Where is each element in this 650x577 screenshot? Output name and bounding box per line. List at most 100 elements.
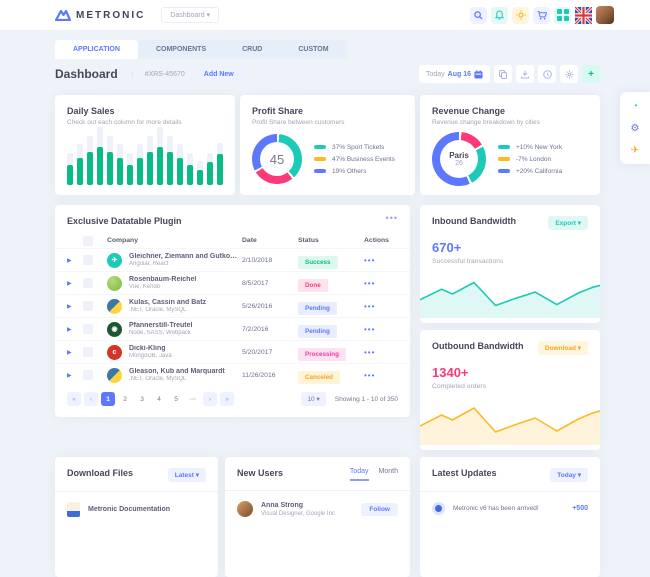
revenue-change-subtitle: Revenue change breakdown by cities bbox=[432, 119, 541, 126]
company-cell: ◉ Pfannerstill-Treutel Node, SASS, Webpack bbox=[107, 321, 238, 337]
bar[interactable] bbox=[87, 135, 93, 185]
row-checkbox[interactable] bbox=[83, 255, 93, 265]
copy-icon[interactable] bbox=[494, 65, 512, 83]
page-button-2[interactable]: 2 bbox=[118, 392, 132, 406]
row-actions-dots-icon[interactable]: ••• bbox=[364, 301, 376, 311]
clock-icon[interactable] bbox=[538, 65, 556, 83]
bar[interactable] bbox=[187, 153, 193, 185]
bar[interactable] bbox=[137, 144, 143, 185]
search-icon[interactable] bbox=[470, 6, 487, 24]
add-button[interactable]: + bbox=[582, 65, 600, 83]
tab-month[interactable]: Month bbox=[378, 468, 398, 475]
builder-gear-icon[interactable]: ⚙ bbox=[626, 119, 644, 137]
legend-item: 37% Sport Tickets bbox=[314, 144, 395, 151]
profit-share-donut-chart[interactable]: 45 bbox=[252, 134, 302, 184]
row-expand-icon[interactable]: ▶ bbox=[67, 257, 72, 264]
bar[interactable] bbox=[127, 153, 133, 185]
legend-item: +10% New York bbox=[498, 144, 562, 151]
send-plane-icon[interactable]: ✈ bbox=[626, 141, 644, 159]
page-button-«[interactable]: « bbox=[67, 392, 81, 406]
bar[interactable] bbox=[167, 135, 173, 185]
user-role: Visual Designer, Google Inc bbox=[261, 510, 335, 517]
user-avatar[interactable] bbox=[596, 6, 614, 24]
row-expand-icon[interactable]: ▶ bbox=[67, 303, 72, 310]
card-menu-dots-icon[interactable]: ••• bbox=[385, 213, 398, 223]
select-all-checkbox[interactable] bbox=[83, 235, 93, 246]
bar[interactable] bbox=[97, 127, 103, 185]
tab-application[interactable]: APPLICATION bbox=[55, 40, 138, 59]
bar[interactable] bbox=[117, 144, 123, 185]
row-expand-icon[interactable]: ▶ bbox=[67, 280, 72, 287]
legend-item: 19% Others bbox=[314, 168, 395, 175]
page-button-»[interactable]: » bbox=[220, 392, 234, 406]
tab-crud[interactable]: CRUD bbox=[224, 40, 281, 59]
language-flag-uk-icon[interactable] bbox=[575, 6, 592, 24]
table-row: ▶ Kulas, Cassin and Batz .NET, Oracle, MyS… bbox=[55, 294, 410, 317]
nav-dashboard-dropdown[interactable]: Dashboard ▾ bbox=[161, 7, 220, 23]
page-button-1[interactable]: 1 bbox=[101, 392, 115, 406]
bell-icon[interactable] bbox=[491, 6, 508, 24]
page-button-3[interactable]: 3 bbox=[135, 392, 149, 406]
bar[interactable] bbox=[177, 144, 183, 185]
cart-icon[interactable] bbox=[533, 6, 550, 24]
today-filter-button[interactable]: Today ▾ bbox=[550, 468, 588, 482]
company-logo-icon bbox=[107, 298, 122, 314]
page-button-5[interactable]: 5 bbox=[169, 392, 183, 406]
user-item-avatar bbox=[237, 501, 253, 517]
row-checkbox[interactable] bbox=[83, 301, 93, 311]
row-actions-dots-icon[interactable]: ••• bbox=[364, 324, 376, 334]
sun-icon[interactable] bbox=[512, 6, 529, 24]
status-badge: Canceled bbox=[298, 371, 340, 384]
page-button-›[interactable]: › bbox=[203, 392, 217, 406]
grid-icon[interactable] bbox=[554, 6, 571, 24]
legend-marker bbox=[498, 145, 510, 149]
legend-marker bbox=[314, 157, 326, 161]
file-list-item[interactable]: Metronic Documentation bbox=[55, 492, 218, 517]
download-button[interactable]: Download ▾ bbox=[537, 341, 588, 355]
tab-components[interactable]: COMPONENTS bbox=[137, 40, 225, 59]
page-button-‹[interactable]: ‹ bbox=[84, 392, 98, 406]
bar[interactable] bbox=[217, 143, 223, 185]
row-checkbox[interactable] bbox=[83, 324, 93, 334]
profit-share-title: Profit Share bbox=[252, 106, 304, 116]
datatable-title: Exclusive Datatable Plugin bbox=[67, 216, 182, 226]
row-actions-dots-icon[interactable]: ••• bbox=[364, 255, 376, 265]
brand-logo[interactable]: METRONIC bbox=[55, 9, 145, 21]
row-checkbox[interactable] bbox=[83, 278, 93, 288]
bar[interactable] bbox=[207, 153, 213, 185]
page-button-⋯[interactable]: ⋯ bbox=[186, 392, 200, 406]
layout-settings-icon[interactable]: ◔ bbox=[626, 97, 644, 115]
bar[interactable] bbox=[147, 135, 153, 185]
tab-today[interactable]: Today bbox=[349, 468, 369, 481]
inbound-area-chart[interactable] bbox=[420, 270, 600, 323]
row-expand-icon[interactable]: ▶ bbox=[67, 326, 72, 333]
row-actions-dots-icon[interactable]: ••• bbox=[364, 370, 376, 380]
row-checkbox[interactable] bbox=[83, 370, 93, 380]
row-expand-icon[interactable]: ▶ bbox=[67, 372, 72, 379]
download-icon[interactable] bbox=[516, 65, 534, 83]
outbound-area-chart[interactable] bbox=[420, 395, 600, 450]
add-new-button[interactable]: Add New bbox=[194, 66, 243, 82]
row-actions-dots-icon[interactable]: ••• bbox=[364, 347, 376, 357]
daily-sales-bar-chart[interactable] bbox=[67, 127, 223, 185]
follow-button[interactable]: Follow bbox=[361, 502, 398, 516]
bar[interactable] bbox=[77, 144, 83, 185]
page-button-4[interactable]: 4 bbox=[152, 392, 166, 406]
outbound-subtitle: Completed orders bbox=[432, 383, 487, 390]
company-tech: Node, SASS, Webpack bbox=[129, 330, 191, 336]
bar[interactable] bbox=[107, 135, 113, 185]
revenue-change-donut-chart[interactable]: Paris 26 bbox=[432, 132, 486, 186]
gear-icon[interactable] bbox=[560, 65, 578, 83]
date-picker-button[interactable]: Today Aug 16 bbox=[418, 65, 490, 83]
bar[interactable] bbox=[157, 127, 163, 185]
latest-filter-button[interactable]: Latest ▾ bbox=[167, 468, 206, 482]
table-header: Company Date Status Actions bbox=[55, 233, 410, 248]
row-actions-dots-icon[interactable]: ••• bbox=[364, 278, 376, 288]
bar[interactable] bbox=[197, 160, 203, 185]
tab-custom[interactable]: CUSTOM bbox=[280, 40, 347, 59]
per-page-select[interactable]: 10 ▾ bbox=[301, 392, 326, 406]
row-expand-icon[interactable]: ▶ bbox=[67, 349, 72, 356]
export-button[interactable]: Export ▾ bbox=[548, 216, 588, 230]
bar[interactable] bbox=[67, 153, 73, 185]
row-checkbox[interactable] bbox=[83, 347, 93, 357]
